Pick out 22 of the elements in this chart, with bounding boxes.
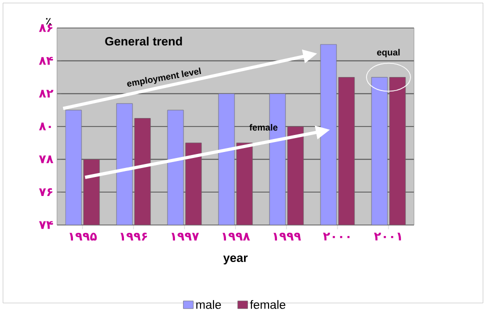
y-tick-label: ۷۶ <box>39 188 52 196</box>
x-tick-label: ۲۰۰۱ <box>374 232 401 240</box>
annotation: General trend <box>105 36 182 46</box>
x-tick-label: ۲۰۰۰ <box>322 232 350 240</box>
x-tick-label: ۱۹۹۸ <box>222 232 250 240</box>
y-tick-label: ۷۸ <box>39 156 54 164</box>
x-tick-label: ۱۹۹۷ <box>172 232 199 240</box>
y-tick-label: ۸۴ <box>39 56 54 65</box>
x-tick-label: ۱۹۹۶ <box>120 232 147 241</box>
annotation: equal <box>377 48 400 58</box>
y-tick-label: ۸۲ <box>39 90 54 98</box>
x-axis-title: year <box>223 255 248 264</box>
y-axis-title: ٪ <box>46 18 51 24</box>
y-tick-label: ۸۶ <box>39 24 52 32</box>
legend-label: female <box>250 300 286 309</box>
x-tick-label: ۱۹۹۵ <box>70 232 97 241</box>
y-tick-label: ۷۴ <box>39 221 54 229</box>
x-tick-label: ۱۹۹۹ <box>274 232 301 240</box>
annotation: employment level <box>127 67 202 87</box>
annotation: female <box>249 124 278 131</box>
legend-label: male <box>196 300 221 309</box>
y-tick-label: ۸۰ <box>39 122 51 130</box>
